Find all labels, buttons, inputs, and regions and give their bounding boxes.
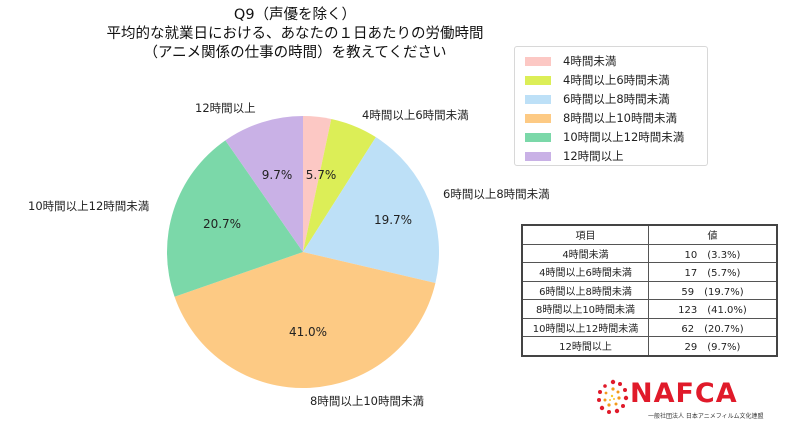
pie-slice	[174, 252, 436, 389]
pie-slice	[303, 115, 332, 252]
legend-item: 10時間以上12時間未満	[525, 128, 684, 146]
logo-swirl-icon	[597, 379, 629, 414]
header-value: 値	[648, 224, 778, 245]
legend-swatch	[525, 113, 551, 123]
outer-label-4-6h: 4時間以上6時間未満	[362, 108, 469, 122]
outer-label-10-12h: 10時間以上12時間未満	[28, 199, 150, 213]
cell-item: 6時間以上8時間未満	[521, 280, 649, 300]
legend-item: 8時間以上10時間未満	[525, 109, 677, 127]
legend-label: 4時間未満	[563, 54, 617, 68]
table-row: 4時間以上6時間未満 17 (5.7%)	[521, 262, 778, 282]
cell-item: 8時間以上10時間未満	[521, 299, 649, 319]
cell-item: 12時間以上	[521, 336, 649, 356]
legend-swatch	[525, 132, 551, 142]
pie-slice	[303, 118, 376, 252]
outer-label-12h-plus: 12時間以上	[195, 101, 256, 115]
legend-swatch	[525, 75, 551, 85]
legend-swatch	[525, 56, 551, 66]
cell-value: 62 (20.7%)	[648, 317, 778, 337]
cell-item: 4時間未満	[521, 243, 649, 263]
legend-swatch	[525, 151, 551, 161]
pct-label-4-6h: 5.7%	[305, 168, 337, 182]
chart-legend: 4時間未満 4時間以上6時間未満 6時間以上8時間未満 8時間以上10時間未満 …	[514, 46, 708, 166]
title-line-1: Q9（声優を除く）	[233, 7, 357, 23]
pct-label-10-12h: 20.7%	[202, 217, 242, 231]
nafca-logo: NAFCA 一般社団法人 日本アニメフィルム文化連盟	[596, 378, 776, 422]
table-row: 8時間以上10時間未満 123 (41.0%)	[521, 299, 778, 319]
cell-value: 10 (3.3%)	[648, 243, 778, 263]
cell-value: 29 (9.7%)	[648, 336, 778, 356]
data-table: 項目 値 4時間未満 10 (3.3%) 4時間以上6時間未満 17 (5.7%…	[521, 224, 778, 357]
header-item: 項目	[521, 224, 649, 245]
table-row: 12時間以上 29 (9.7%)	[521, 336, 778, 356]
outer-label-8-10h: 8時間以上10時間未満	[310, 394, 424, 408]
outer-label-6-8h: 6時間以上8時間未満	[443, 187, 550, 201]
legend-label: 12時間以上	[563, 149, 624, 163]
legend-item: 4時間未満	[525, 52, 616, 70]
title-line-3: （アニメ関係の仕事の時間）を教えてください	[143, 45, 447, 61]
legend-swatch	[525, 94, 551, 104]
title-line-2: 平均的な就業日における、あなたの１日あたりの労働時間	[106, 26, 484, 42]
chart-title: Q9（声優を除く） 平均的な就業日における、あなたの１日あたりの労働時間 （アニ…	[80, 6, 510, 63]
table-row: 10時間以上12時間未満 62 (20.7%)	[521, 317, 778, 337]
pct-label-6-8h: 19.7%	[373, 213, 413, 227]
logo-subtitle: 一般社団法人 日本アニメフィルム文化連盟	[648, 413, 764, 420]
legend-item: 6時間以上8時間未満	[525, 90, 670, 108]
legend-label: 4時間以上6時間未満	[563, 73, 670, 87]
pct-label-12h-plus: 9.7%	[261, 168, 293, 182]
table-row: 6時間以上8時間未満 59 (19.7%)	[521, 280, 778, 300]
pie-slice	[166, 140, 303, 297]
cell-value: 17 (5.7%)	[648, 262, 778, 282]
legend-item: 4時間以上6時間未満	[525, 71, 670, 89]
table-header-row: 項目 値	[521, 224, 778, 245]
cell-item: 4時間以上6時間未満	[521, 262, 649, 282]
logo-wordmark: NAFCA	[630, 378, 738, 409]
legend-label: 10時間以上12時間未満	[563, 130, 685, 144]
pct-label-8-10h: 41.0%	[288, 325, 328, 339]
pie-slice	[303, 137, 440, 284]
pie-slice	[225, 116, 303, 252]
legend-item: 12時間以上	[525, 147, 624, 165]
cell-item: 10時間以上12時間未満	[521, 317, 649, 337]
table-row: 4時間未満 10 (3.3%)	[521, 243, 778, 263]
cell-value: 123 (41.0%)	[648, 299, 778, 319]
legend-label: 6時間以上8時間未満	[563, 92, 670, 106]
legend-label: 8時間以上10時間未満	[563, 111, 677, 125]
cell-value: 59 (19.7%)	[648, 280, 778, 300]
